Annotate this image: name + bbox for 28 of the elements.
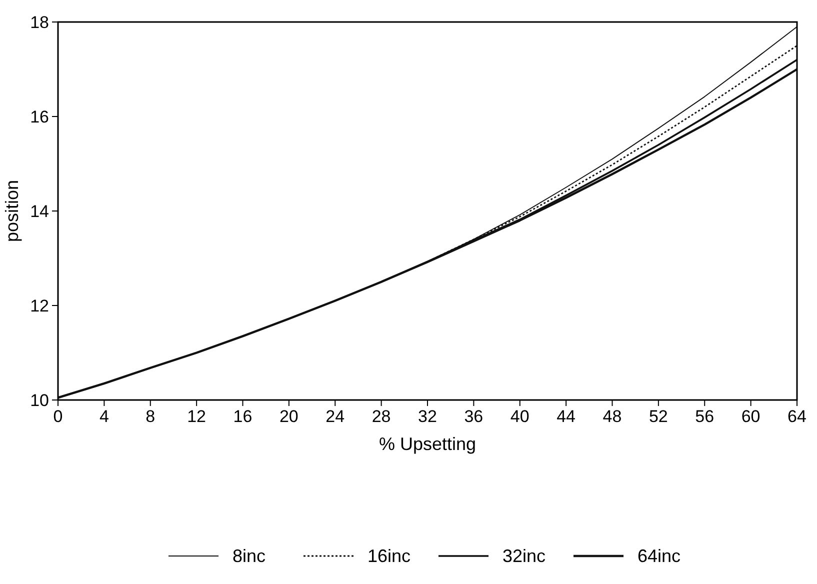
x-tick-label: 60 <box>741 407 760 426</box>
x-tick-label: 56 <box>695 407 714 426</box>
x-tick-label: 0 <box>53 407 63 426</box>
y-tick-label: 14 <box>30 202 49 221</box>
y-tick-label: 16 <box>30 108 49 126</box>
x-tick-label: 16 <box>233 407 252 426</box>
x-tick-label: 12 <box>187 407 206 426</box>
x-tick-label: 28 <box>372 407 391 426</box>
x-tick-label: 40 <box>510 407 530 426</box>
x-tick-label: 20 <box>279 407 298 426</box>
x-tick-label: 48 <box>602 407 622 426</box>
x-tick-label: 24 <box>326 407 345 426</box>
x-tick-label: 4 <box>99 407 109 426</box>
x-tick-label: 36 <box>464 407 484 426</box>
x-tick-label: 64 <box>788 407 806 426</box>
legend-label: 8inc <box>232 546 266 566</box>
y-axis-title: position <box>2 180 22 242</box>
legend-label: 64inc <box>638 546 681 566</box>
x-tick-label: 8 <box>146 407 156 426</box>
x-tick-label: 52 <box>648 407 668 426</box>
x-axis-title: % Upsetting <box>378 434 476 454</box>
x-tick-label: 32 <box>418 407 437 426</box>
y-tick-label: 12 <box>30 296 49 316</box>
y-tick-label: 10 <box>30 391 49 410</box>
x-tick-label: 44 <box>556 407 576 426</box>
legend-label: 32inc <box>502 546 546 566</box>
legend-label: 16inc <box>368 546 411 566</box>
y-tick-label: 18 <box>30 13 49 32</box>
